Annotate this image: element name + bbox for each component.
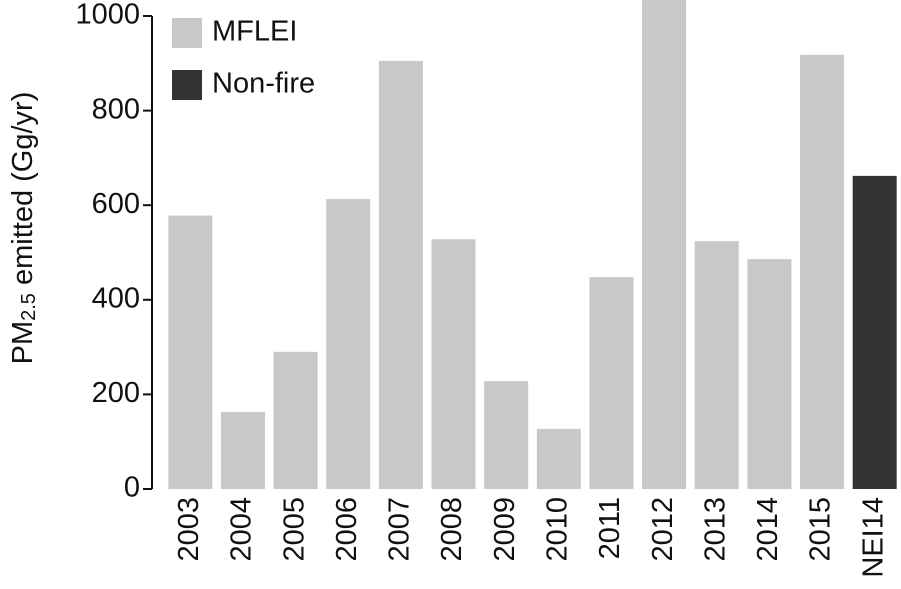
x-tick-label: 2003 [173, 497, 205, 562]
legend-swatch [172, 18, 202, 48]
y-tick-label: 1000 [75, 0, 140, 31]
bar [378, 60, 423, 490]
y-tick-label: 800 [92, 93, 140, 125]
bar [852, 175, 897, 489]
bar [642, 0, 687, 489]
bar [694, 241, 739, 489]
bar [273, 351, 318, 489]
x-tick-label: 2010 [541, 497, 573, 562]
bar [800, 54, 845, 489]
bar [484, 381, 529, 489]
y-tick-label: 0 [124, 472, 140, 504]
x-tick-label: 2012 [647, 497, 679, 562]
y-label-main: PM [7, 321, 39, 365]
x-tick-label: NEI14 [857, 497, 889, 578]
x-tick-label: 2011 [594, 497, 626, 559]
x-tick-label: 2006 [331, 497, 363, 562]
y-tick-label: 600 [92, 188, 140, 220]
x-tick-label: 2015 [805, 497, 837, 562]
bar [589, 277, 634, 489]
x-tick-label: 2014 [752, 497, 784, 562]
y-tick-label: 200 [92, 377, 140, 409]
x-tick-label: 2009 [489, 497, 521, 562]
legend-label: Non-fire [212, 68, 315, 100]
x-tick-label: 2008 [436, 497, 468, 562]
x-tick-label: 2005 [278, 497, 310, 562]
y-label-rest: emitted (Gg/yr) [7, 92, 39, 293]
y-label-sub: 2.5 [18, 293, 40, 321]
y-axis-label: PM2.5 emitted (Gg/yr) [7, 92, 41, 365]
x-tick-label: 2004 [226, 497, 258, 562]
legend-swatch [172, 70, 202, 100]
bar [168, 215, 213, 489]
bar [326, 199, 371, 489]
bar [536, 428, 581, 489]
bar [431, 239, 476, 489]
bar [747, 259, 792, 489]
y-tick-label: 400 [92, 282, 140, 314]
bar [220, 411, 265, 489]
x-tick-label: 2013 [699, 497, 731, 562]
legend-label: MFLEI [212, 16, 297, 48]
x-tick-label: 2007 [384, 497, 416, 562]
